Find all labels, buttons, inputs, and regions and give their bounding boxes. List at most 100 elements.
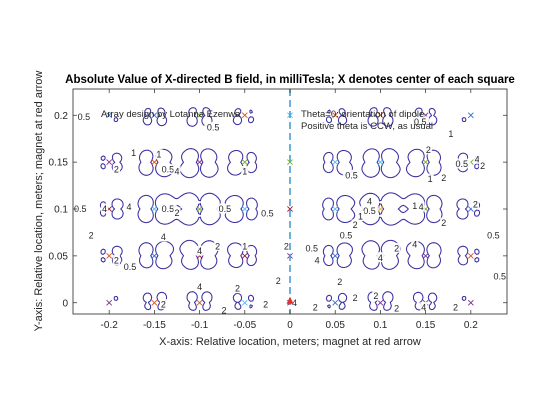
contour-label: 0.5 <box>456 159 469 169</box>
square-center-marker <box>241 299 248 306</box>
contour-label-bg <box>204 121 222 132</box>
square-center-marker <box>151 252 158 259</box>
square-center-marker <box>377 159 384 166</box>
contour-label-bg <box>336 276 344 287</box>
y-axis-label: Y-axis: Relative location, meters; magne… <box>33 71 45 332</box>
contour-label-bg <box>440 172 448 183</box>
center-marker-stroke <box>332 252 339 259</box>
contour-label: 4 <box>412 240 417 250</box>
contour-label-bg <box>411 116 429 127</box>
contour-label: 0.5 <box>219 204 232 214</box>
contour-label: 4 <box>197 246 202 256</box>
contour-label-bg <box>478 160 487 171</box>
contour-label-bg <box>159 164 177 175</box>
contour-label-bg <box>233 283 242 294</box>
chart-title: Absolute Value of X-directed B field, in… <box>65 74 515 86</box>
contour-label: 2 <box>426 145 431 155</box>
square-center-marker <box>196 159 203 166</box>
center-marker-stroke <box>241 112 248 119</box>
contour-label: 2 <box>161 300 166 310</box>
center-marker-stroke <box>377 112 384 119</box>
contour-label: 2 <box>276 276 281 286</box>
contour-label-bg <box>112 164 120 175</box>
x-axis-label: X-axis: Relative location, meters; magne… <box>159 336 421 348</box>
contour-label-bg <box>173 166 181 176</box>
contour-label-bg <box>342 169 361 180</box>
contour-label: 1 <box>131 148 136 158</box>
square-center-marker <box>467 112 474 119</box>
square-center-marker <box>332 206 339 212</box>
contour-label: 2 <box>221 305 226 315</box>
center-marker-stroke <box>106 299 113 306</box>
square-center-marker <box>196 112 203 119</box>
center-marker-stroke <box>196 206 203 212</box>
contour-label-bg <box>290 297 299 308</box>
contour-label: 2 <box>263 300 268 310</box>
contour-label: 2 <box>215 242 220 252</box>
center-marker-stroke <box>422 252 429 259</box>
center-marker-stroke <box>332 112 339 119</box>
contour-label-bg <box>159 231 168 242</box>
contour-label-bg <box>241 166 249 176</box>
center-marker-stroke <box>287 159 293 166</box>
square-center-marker <box>151 159 158 166</box>
contour-label: 2 <box>453 302 458 312</box>
center-marker-stroke <box>467 252 474 259</box>
contour-label-bg <box>282 241 290 251</box>
square-center-marker <box>106 159 113 166</box>
contour-label: 0.5 <box>494 272 507 282</box>
contour-label: 4 <box>292 298 297 308</box>
contour-label-bg <box>420 301 428 312</box>
contour-label-bg <box>159 203 177 214</box>
x-tick-label: 0.15 <box>416 320 436 331</box>
square-center-marker <box>196 206 203 212</box>
contour-label-bg <box>452 158 471 169</box>
contour-label-bg <box>87 229 95 240</box>
y-tick-label: 0.1 <box>54 205 68 216</box>
contour-label: 2 <box>353 220 358 230</box>
center-marker-stroke <box>377 299 384 306</box>
square-center-marker <box>287 159 293 166</box>
center-marker-stroke <box>151 159 158 166</box>
contour-label: 0.5 <box>162 204 175 214</box>
contour-label-bg <box>75 111 93 122</box>
x-tick-label: -0.2 <box>101 320 119 331</box>
square-center-marker <box>151 112 158 119</box>
contour-label-bg <box>241 241 249 251</box>
contour-label-bg <box>220 304 228 314</box>
square-center-marker <box>377 206 384 212</box>
contour-label: 2 <box>114 256 119 266</box>
contour-label-bg <box>337 229 355 240</box>
contour-label-bg <box>411 200 419 211</box>
contour-label-bg <box>274 275 282 286</box>
center-marker-stroke <box>467 299 474 306</box>
contour-label: 0.5 <box>487 230 500 240</box>
contour-label: 2 <box>337 277 342 287</box>
center-marker-stroke <box>467 112 474 119</box>
square-center-marker <box>332 159 339 166</box>
contour-label-bg <box>311 301 319 312</box>
contour-label: 1 <box>156 150 161 160</box>
contour-label-bg <box>447 128 455 139</box>
contour-label: 0.5 <box>345 170 358 180</box>
contour-label-bg <box>473 153 481 164</box>
x-tick-label: 0 <box>287 320 293 331</box>
square-center-marker <box>241 159 248 166</box>
contour-label: 2 <box>441 173 446 183</box>
square-center-marker <box>151 299 158 306</box>
contour-label: 2 <box>235 284 240 294</box>
contour-label-bg <box>451 301 460 312</box>
contour-label: 2 <box>353 293 358 303</box>
x-tick-label: -0.05 <box>233 320 256 331</box>
square-center-marker <box>422 159 429 166</box>
square-center-marker <box>241 206 248 212</box>
contour-label: 0.5 <box>207 122 220 132</box>
square-center-marker <box>196 299 203 306</box>
contour-label-bg <box>424 144 432 155</box>
contour-label-bg <box>195 281 204 292</box>
contour-label: 2 <box>441 218 446 228</box>
contour-label-bg <box>417 201 425 212</box>
contour-label: 2 <box>114 165 119 175</box>
